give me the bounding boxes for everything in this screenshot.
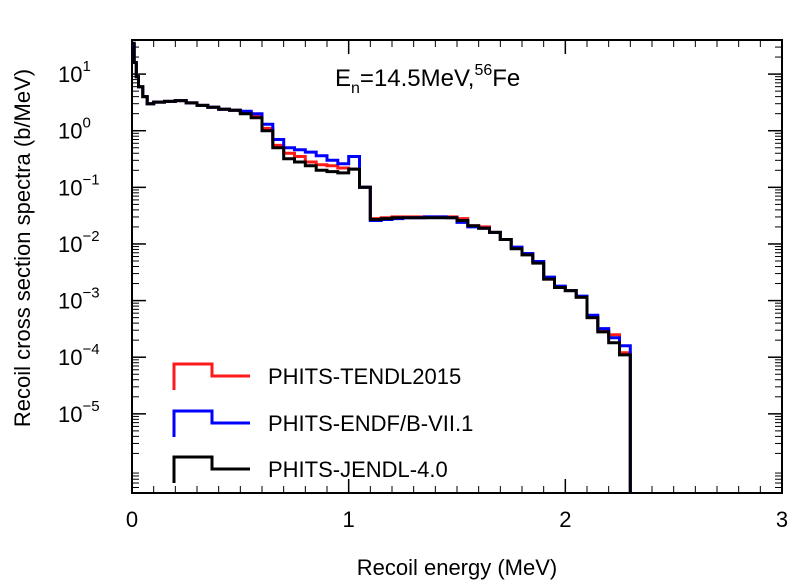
- legend-swatch-2: [172, 455, 250, 483]
- chart-annotation: En=14.5MeV,56Fe: [335, 62, 520, 97]
- plot-area: [131, 39, 783, 494]
- annotation-sub: n: [351, 80, 360, 97]
- x-tick-label-2: 2: [559, 507, 571, 532]
- y-tick-label-4: 10−3: [58, 285, 100, 314]
- x-tick-label-1: 1: [343, 507, 355, 532]
- y-axis-title: Recoil cross section spectra (b/MeV): [10, 69, 35, 427]
- legend-swatch-0: [172, 362, 250, 390]
- y-tick-label-3: 10−2: [58, 228, 100, 257]
- legend-label-0: PHITS-TENDL2015: [268, 364, 461, 389]
- legend-label-1: PHITS-ENDF/B-VII.1: [268, 411, 473, 436]
- y-tick-label-2: 10−1: [58, 171, 100, 200]
- legend: PHITS-TENDL2015 PHITS-ENDF/B-VII.1 PHITS-J…: [172, 362, 473, 483]
- y-tick-label-0: 101: [58, 58, 91, 87]
- series-lines: [132, 41, 632, 493]
- legend-label-2: PHITS-JENDL-4.0: [268, 457, 448, 482]
- y-tick-label-1: 100: [58, 115, 91, 144]
- x-tick-label-3: 3: [776, 507, 788, 532]
- y-tick-label-5: 10−4: [58, 341, 100, 370]
- annotation-tail: Fe: [492, 65, 520, 92]
- y-tick-labels: 101 100 10−1 10−2 10−3 10−4 10−5: [58, 58, 100, 427]
- series-line-2: [132, 41, 632, 493]
- x-tick-labels: 0 1 2 3: [126, 507, 788, 532]
- legend-swatch-1: [172, 409, 250, 437]
- annotation-sup: 56: [474, 62, 492, 79]
- y-tick-label-6: 10−5: [58, 398, 100, 427]
- annotation-mid: =14.5MeV,: [360, 65, 475, 92]
- x-tick-label-0: 0: [126, 507, 138, 532]
- x-axis-title: Recoil energy (MeV): [357, 555, 558, 580]
- annotation-base: E: [335, 65, 351, 92]
